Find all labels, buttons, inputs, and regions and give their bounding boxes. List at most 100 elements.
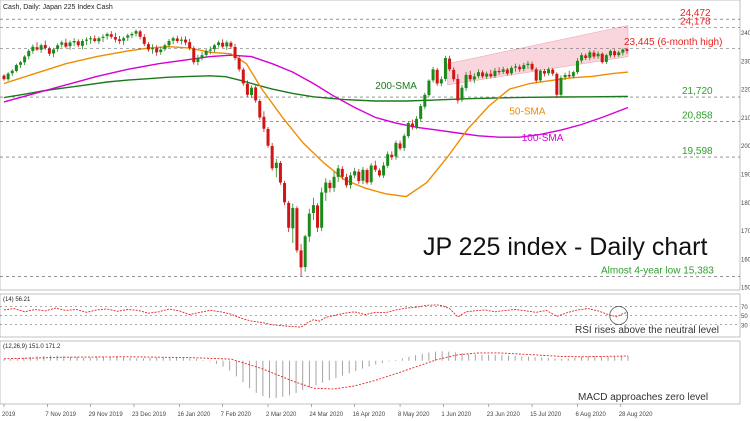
candle-body: [377, 170, 381, 176]
candle-body: [134, 31, 138, 34]
macd-panel-frame: [0, 340, 741, 405]
candle-body: [266, 129, 270, 146]
candle: [468, 70, 472, 82]
candle-body: [538, 70, 542, 81]
candle: [555, 72, 559, 99]
candle-body: [501, 69, 505, 72]
candle: [311, 197, 315, 221]
rsi-axis-label: 70: [741, 305, 748, 311]
candle: [534, 67, 538, 83]
candle-body: [72, 41, 76, 43]
candle: [332, 171, 336, 192]
candle: [10, 69, 14, 77]
candle: [559, 75, 563, 98]
candle-body: [295, 208, 299, 251]
candle-body: [382, 165, 386, 176]
candle: [6, 72, 10, 81]
candle: [192, 46, 196, 65]
candle-body: [584, 55, 588, 58]
sma-line: [3, 54, 629, 138]
candle-body: [592, 52, 596, 57]
rsi-header: (14) 56.21: [3, 297, 31, 303]
candle: [126, 33, 130, 42]
candle: [427, 79, 431, 97]
candle: [122, 36, 126, 45]
candle: [505, 67, 509, 76]
candle-body: [258, 101, 262, 118]
candle: [410, 119, 414, 130]
candle-body: [39, 45, 43, 50]
candle-body: [398, 143, 402, 149]
candle: [398, 140, 402, 151]
candle-body: [167, 41, 171, 46]
candle-body: [489, 73, 493, 77]
candle-body: [415, 118, 419, 128]
candle-body: [23, 56, 27, 63]
candle: [514, 63, 518, 72]
candle: [580, 52, 584, 64]
candle-body: [526, 63, 530, 66]
candle-body: [340, 168, 344, 177]
candle: [439, 76, 443, 87]
candle-body: [245, 83, 249, 95]
price-axis-label: 20000: [741, 144, 750, 150]
candle-body: [43, 44, 47, 49]
candle-body: [559, 77, 563, 95]
candle: [254, 85, 258, 103]
chart-header-title: Cash, Daily: Japan 225 Index Cash: [3, 4, 113, 11]
rising-channel: [447, 25, 629, 86]
candle-body: [19, 62, 23, 65]
candle-body: [208, 49, 212, 51]
candle: [431, 67, 435, 83]
candle: [567, 70, 571, 78]
candle: [204, 49, 208, 58]
candle-body: [344, 177, 348, 186]
candle-body: [278, 162, 282, 183]
candle-body: [580, 55, 584, 61]
candle-body: [369, 165, 373, 183]
candle: [316, 203, 320, 232]
candle: [596, 51, 600, 59]
candle: [138, 29, 142, 40]
candle-body: [109, 34, 113, 37]
candle-body: [485, 73, 489, 77]
candle-body: [138, 31, 142, 37]
candle-body: [229, 42, 233, 47]
candle-body: [97, 38, 101, 42]
rsi-annotation: RSI rises above the neutral level: [575, 325, 719, 336]
candle: [101, 34, 105, 43]
candle-body: [361, 169, 365, 181]
candle: [19, 60, 23, 69]
candle: [382, 162, 386, 178]
candle-body: [274, 162, 278, 169]
candle-body: [476, 72, 480, 77]
candle-body: [427, 80, 431, 96]
candle-body: [10, 70, 14, 74]
candle: [584, 53, 588, 60]
price-axis-label: 15000: [741, 286, 750, 292]
candle-body: [596, 53, 600, 57]
candle: [604, 53, 608, 64]
candle: [530, 61, 534, 72]
sma-label: 200-SMA: [375, 81, 417, 92]
candle-body: [472, 76, 476, 80]
candle: [493, 67, 497, 79]
candle: [443, 55, 447, 82]
candle-body: [588, 52, 592, 58]
candle: [151, 44, 155, 54]
x-axis-label: 15 Jul 2020: [530, 412, 562, 418]
candle: [472, 73, 476, 84]
candle: [14, 63, 18, 73]
candle: [575, 58, 579, 75]
candle: [509, 65, 513, 76]
x-axis-label: 7 Feb 2020: [221, 412, 252, 418]
candle-body: [604, 55, 608, 62]
candle-body: [431, 69, 435, 81]
candle-body: [204, 50, 208, 55]
candle: [340, 166, 344, 180]
rsi-axis-label: 50: [741, 314, 748, 320]
candle: [241, 67, 245, 86]
candle-body: [31, 46, 35, 51]
candle: [60, 40, 64, 48]
candle: [68, 40, 72, 50]
